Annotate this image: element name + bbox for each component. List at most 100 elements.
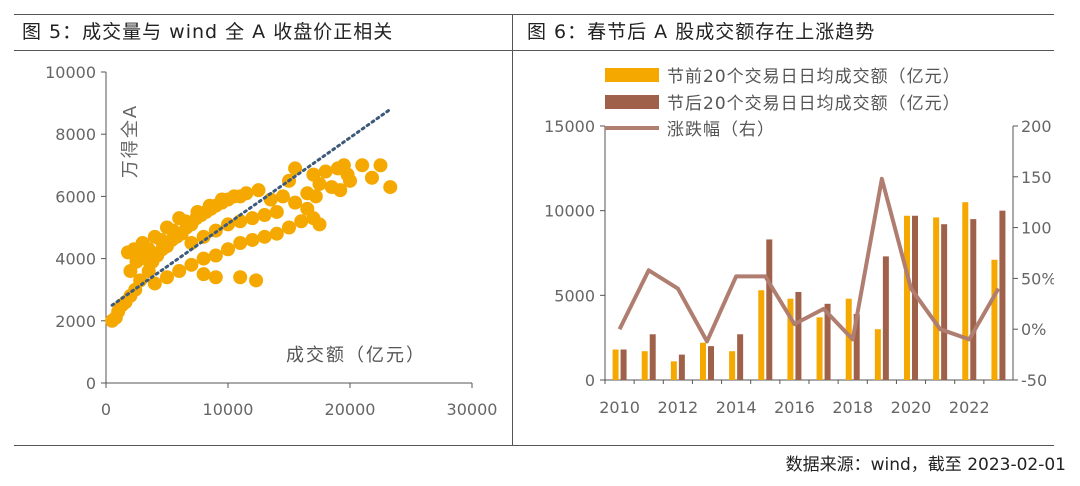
scatter-point (312, 217, 327, 232)
legend-after-swatch (605, 95, 659, 109)
scatter-point (249, 273, 264, 288)
scatter-point (251, 183, 266, 198)
bar-before (641, 351, 648, 380)
left-title-rule (14, 50, 512, 51)
scatter-point (288, 161, 303, 176)
bar-after (882, 256, 889, 380)
x-tick-label: 2020 (891, 398, 932, 417)
bar-after (620, 349, 627, 380)
bar-before (991, 259, 998, 380)
right-title-rule (513, 50, 1054, 51)
bar-before (962, 202, 969, 380)
y-tick-label: 0 (86, 374, 96, 393)
x-tick-label: 20000 (325, 400, 376, 419)
scatter-point (343, 173, 357, 188)
bar-after (678, 354, 685, 380)
scatter-point (233, 236, 248, 251)
x-tick-label: 30000 (447, 400, 498, 419)
panel-divider (512, 14, 513, 445)
scatter-point (245, 211, 260, 226)
scatter-point (172, 211, 187, 226)
scatter-point (257, 229, 272, 244)
scatter-point (184, 257, 199, 272)
bar-before (729, 351, 736, 380)
x-tick-label: 2010 (599, 398, 640, 417)
legend-change-label: 涨跌幅（右） (667, 120, 775, 140)
x-tick-label: 0 (101, 400, 111, 419)
scatter-point (318, 164, 333, 179)
bar-after (970, 219, 977, 380)
scatter-point (233, 270, 248, 285)
bar-after (941, 224, 948, 380)
x-tick-label: 2014 (716, 398, 757, 417)
scatter-point (288, 195, 303, 210)
bar-before (612, 349, 619, 380)
scatter-point (263, 192, 278, 207)
scatter-point (147, 276, 162, 291)
bar-before (904, 215, 910, 380)
bar-before (874, 329, 881, 380)
scatter-point (355, 158, 370, 173)
scatter-point (245, 232, 260, 247)
scatter-point (202, 198, 217, 213)
scatter-point (294, 214, 309, 229)
x-tick-label: 2016 (774, 398, 815, 417)
scatter-point (196, 251, 211, 266)
bar-before (700, 342, 706, 380)
y2-tick-label: 50% (1021, 269, 1054, 288)
bar-after (766, 239, 773, 380)
y-tick-label: 10000 (45, 63, 96, 82)
figure-frame (14, 14, 1054, 446)
scatter-point (239, 186, 254, 201)
scatter-point (208, 248, 223, 263)
y-tick-label: 0 (585, 371, 595, 390)
bar-before (816, 317, 823, 380)
y-tick-label: 8000 (55, 125, 96, 144)
bar-after (999, 210, 1006, 380)
y-axis-title: 万得全A (120, 104, 141, 178)
x-tick-label: 2012 (657, 398, 698, 417)
scatter-point (383, 180, 398, 195)
right-chart-title: 图 6：春节后 A 股成交额存在上涨趋势 (527, 21, 876, 43)
y-tick-label: 4000 (55, 250, 96, 269)
x-tick-label: 2022 (949, 398, 990, 417)
scatter-point (214, 192, 229, 207)
bar-after (824, 303, 831, 380)
x-axis-title: 成交额（亿元） (286, 345, 426, 366)
scatter-point (147, 229, 162, 244)
scatter-point (333, 183, 348, 198)
scatter-point (275, 189, 290, 204)
scatter-point (269, 226, 284, 241)
scatter-point (300, 201, 315, 216)
x-tick-label: 2018 (832, 398, 873, 417)
y-tick-label: 15000 (544, 117, 595, 136)
left-chart-title: 图 5：成交量与 wind 全 A 收盘价正相关 (22, 21, 394, 43)
change-line (617, 176, 1001, 344)
scatter-point (373, 158, 388, 173)
scatter-point (196, 267, 211, 282)
y2-tick-label: 0% (1021, 320, 1046, 339)
scatter-point (208, 270, 223, 285)
y2-tick-label: 200 (1021, 117, 1052, 136)
scatter-point (190, 204, 205, 219)
bar-before (670, 361, 677, 380)
legend-before-label: 节前20个交易日日均成交额（亿元） (667, 67, 961, 87)
source-note: 数据来源：wind，截至 2023-02-01 (785, 455, 1066, 475)
y2-tick-label: 100 (1021, 219, 1052, 238)
scatter-point (221, 242, 235, 257)
bar-after (795, 291, 802, 380)
bar-after (912, 215, 918, 380)
scatter-point (312, 176, 327, 191)
legend-before-swatch (605, 68, 659, 82)
legend-after-label: 节后20个交易日日均成交额（亿元） (667, 94, 961, 114)
scatter-point (160, 270, 174, 285)
bar-after (737, 334, 744, 380)
scatter-point (269, 204, 284, 219)
bar-before (845, 298, 852, 380)
bar-before (758, 290, 765, 380)
y2-tick-label: 150 (1021, 168, 1052, 187)
bar-before (933, 217, 940, 380)
y-tick-label: 6000 (55, 187, 96, 206)
scatter-point (196, 229, 211, 244)
trend-line (110, 107, 392, 307)
